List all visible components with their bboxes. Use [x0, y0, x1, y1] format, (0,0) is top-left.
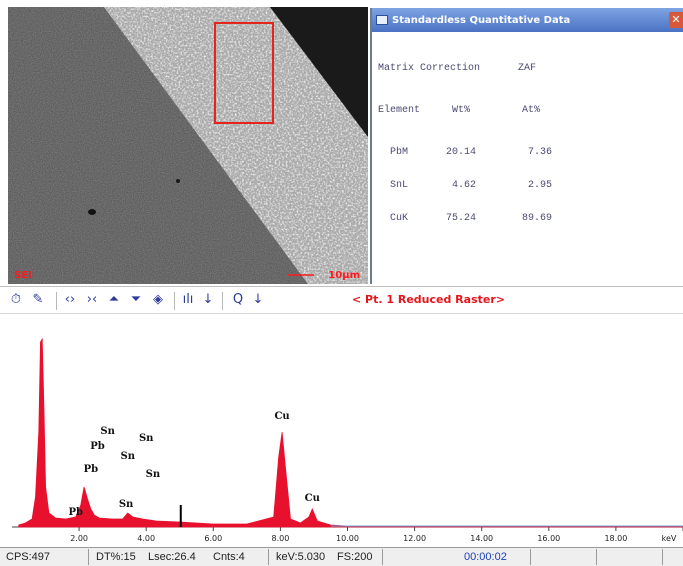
peak-id-icon[interactable]: ılı — [182, 292, 194, 307]
peak-labels: Pb Pb Pb Sn Sn Sn Sn Sn Cu Cu — [68, 411, 319, 518]
elapsed-time: 00:00:02 — [464, 551, 507, 563]
peak-label: Cu — [305, 493, 320, 504]
status-divider — [596, 549, 597, 565]
detector-label: SEI — [14, 270, 32, 281]
row-at: 89.69 — [522, 213, 553, 224]
peak-label: Sn — [120, 451, 135, 462]
scale-down-icon[interactable]: ⏷ — [130, 292, 142, 307]
toolbar-divider — [222, 292, 223, 310]
matrix-label: Matrix Correction — [378, 63, 481, 74]
x-tick-label: 4.00 — [137, 534, 155, 543]
status-divider — [268, 549, 269, 565]
x-tick-label: 8.00 — [271, 534, 289, 543]
status-divider — [662, 549, 663, 565]
x-tick-label: 14.00 — [470, 534, 493, 543]
x-tick-label: keV — [662, 534, 677, 543]
matrix-row: Matrix Correction ZAF — [378, 63, 678, 74]
pore-spot — [88, 209, 96, 215]
quant-data-window[interactable]: Standardless Quantitative Data ✕ Matrix … — [370, 8, 683, 284]
status-divider — [382, 549, 383, 565]
row-wt: 20.14 — [446, 147, 477, 158]
row-element: CuK — [390, 213, 409, 224]
marker-icon[interactable]: ✎ — [32, 292, 44, 307]
toolbar-divider — [174, 292, 175, 310]
table-row: CuK 75.24 89.69 — [378, 213, 678, 224]
dt-readout: DT%:15 — [96, 551, 136, 563]
sem-micrograph — [8, 7, 368, 284]
table-row: PbM 20.14 7.36 — [378, 147, 678, 158]
fill-icon[interactable]: ◈ — [153, 292, 163, 307]
header-element: Element — [378, 105, 421, 116]
spectrum-toolbar: ⏱ ✎ ‹› ›‹ ⏶ ⏷ ◈ ılı ↓ Q ↓ < Pt. 1 Reduce… — [0, 286, 683, 314]
spectrum-series — [18, 337, 683, 528]
x-tick-label: 16.00 — [537, 534, 560, 543]
raster-label: < Pt. 1 Reduced Raster> — [352, 293, 505, 306]
row-wt: 4.62 — [452, 180, 477, 191]
peak-label: Sn — [146, 469, 161, 480]
peak-label: Sn — [100, 426, 115, 437]
peak-label: Pb — [84, 464, 99, 475]
status-bar: CPS:497 DT%:15 Lsec:26.4 Cnts:4 keV:5.03… — [0, 547, 683, 566]
x-tick-label: 18.00 — [604, 534, 627, 543]
window-icon — [376, 15, 388, 25]
x-tick-label: 2.00 — [70, 534, 88, 543]
scale-up-icon[interactable]: ⏶ — [108, 292, 120, 307]
pore-spot — [176, 179, 180, 183]
x-tick-label: 6.00 — [204, 534, 222, 543]
zoom-icon[interactable]: Q — [232, 292, 244, 307]
scale-label: 10µm — [328, 270, 360, 281]
fs-readout: FS:200 — [337, 551, 373, 563]
analysis-area-box[interactable] — [214, 22, 274, 124]
close-icon[interactable]: ✕ — [669, 12, 683, 28]
lsec-readout: Lsec:26.4 — [148, 551, 196, 563]
header-at: At% — [522, 105, 541, 116]
arrow-down-icon[interactable]: ↓ — [202, 292, 214, 307]
compress-icon[interactable]: ›‹ — [86, 292, 98, 307]
header-wt: Wt% — [452, 105, 471, 116]
quant-table: Matrix Correction ZAF Element Wt% At% Pb… — [378, 41, 678, 246]
row-at: 2.95 — [528, 180, 553, 191]
status-divider — [88, 549, 89, 565]
peak-label: Pb — [90, 441, 105, 452]
window-titlebar[interactable]: Standardless Quantitative Data ✕ — [372, 8, 683, 32]
timer-icon[interactable]: ⏱ — [10, 292, 22, 307]
peak-label: Cu — [274, 411, 289, 422]
sem-image-panel[interactable]: SEI 10µm — [8, 7, 368, 284]
row-at: 7.36 — [528, 147, 553, 158]
toolbar-divider — [56, 292, 57, 310]
row-element: SnL — [390, 180, 409, 191]
eds-spectrum[interactable]: 2.00 4.00 6.00 8.00 10.00 12.00 14.00 16.00 18.0… — [0, 314, 683, 546]
header-row: Element Wt% At% — [378, 105, 678, 116]
row-element: PbM — [390, 147, 409, 158]
spectrum-chart: 2.00 4.00 6.00 8.00 10.00 12.00 14.00 16.00 18.0… — [12, 337, 683, 543]
x-tick-label: 10.00 — [336, 534, 359, 543]
expand-icon[interactable]: ‹› — [64, 292, 76, 307]
peak-label: Sn — [119, 499, 134, 510]
status-divider — [530, 549, 531, 565]
window-title: Standardless Quantitative Data — [392, 14, 571, 26]
row-wt: 75.24 — [446, 213, 477, 224]
arrow-down-icon[interactable]: ↓ — [252, 292, 264, 307]
background-region — [270, 7, 368, 137]
matrix-value: ZAF — [518, 63, 537, 74]
kev-readout: keV:5.030 — [276, 551, 326, 563]
peak-label: Sn — [139, 433, 154, 444]
x-ticks: 2.00 4.00 6.00 8.00 10.00 12.00 14.00 16.00 18.0… — [70, 527, 683, 543]
peak-label: Pb — [68, 507, 83, 518]
x-tick-label: 12.00 — [403, 534, 426, 543]
cps-readout: CPS:497 — [6, 551, 51, 563]
cnts-readout: Cnts:4 — [213, 551, 245, 563]
table-row: SnL 4.62 2.95 — [378, 180, 678, 191]
